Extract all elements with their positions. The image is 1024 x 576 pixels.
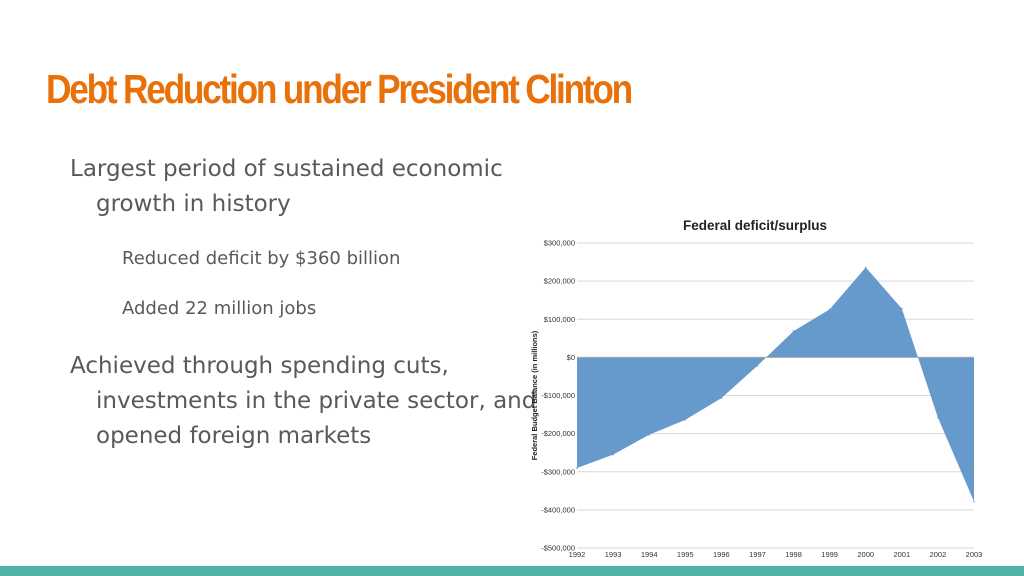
- y-tick-label: -$400,000: [541, 505, 575, 514]
- data-point: [612, 453, 614, 456]
- deficit-surplus-chart: Federal deficit/surplus Federal Budget B…: [530, 218, 983, 559]
- x-tick-label: 1992: [569, 550, 586, 559]
- x-tick-label: 1999: [821, 550, 838, 559]
- y-tick-label: -$100,000: [541, 391, 575, 400]
- bullet-means: Achieved through spending cuts, investme…: [70, 353, 537, 449]
- x-tick-label: 1998: [785, 550, 802, 559]
- data-point: [901, 307, 903, 310]
- x-tick-label: 2002: [930, 550, 947, 559]
- slide-title: Debt Reduction under President Clinton: [46, 66, 633, 112]
- y-tick-label: -$300,000: [541, 467, 575, 476]
- data-point: [864, 266, 867, 269]
- chart-title: Federal deficit/surplus: [683, 218, 827, 233]
- y-tick-label: $100,000: [544, 315, 575, 324]
- data-point: [576, 467, 578, 469]
- x-tick-label: 1993: [605, 550, 622, 559]
- chart-plot-area: [576, 266, 975, 503]
- x-tick-label: 1995: [677, 550, 694, 559]
- sub-bullet-deficit: Reduced deficit by $360 billion: [122, 248, 401, 269]
- data-point: [828, 308, 831, 311]
- bottom-accent-bar: [0, 566, 1024, 576]
- y-tick-label: $300,000: [544, 239, 575, 248]
- chart-x-ticks: 1992 1993 1994 1995 1996 1997 1998 1999 2000 2001…: [569, 550, 983, 559]
- y-tick-label: -$500,000: [541, 544, 575, 553]
- x-tick-label: 2001: [893, 550, 910, 559]
- data-point: [756, 364, 759, 367]
- x-tick-label: 1996: [713, 550, 730, 559]
- slide-body: Largest period of sustained economic gro…: [70, 152, 540, 454]
- data-point: [973, 500, 975, 503]
- x-tick-label: 2003: [966, 550, 983, 559]
- x-tick-label: 1997: [749, 550, 766, 559]
- chart-y-ticks: $300,000 $200,000 $100,000 $0 -$100,000 -$200…: [541, 239, 575, 553]
- y-tick-label: $200,000: [544, 277, 575, 286]
- bullet-growth: Largest period of sustained economic gro…: [70, 156, 503, 217]
- x-tick-label: 2000: [857, 550, 874, 559]
- chart-y-axis-label: Federal Budget Balance (in millions): [530, 330, 539, 460]
- series-area: [577, 267, 974, 502]
- sub-bullet-jobs: Added 22 million jobs: [122, 298, 317, 319]
- data-point: [648, 433, 650, 436]
- data-point: [937, 416, 939, 419]
- y-tick-label: $0: [567, 353, 575, 362]
- data-point: [720, 397, 723, 399]
- data-point: [792, 330, 795, 332]
- x-tick-label: 1994: [641, 550, 658, 559]
- y-tick-label: -$200,000: [541, 429, 575, 438]
- data-point: [684, 419, 687, 421]
